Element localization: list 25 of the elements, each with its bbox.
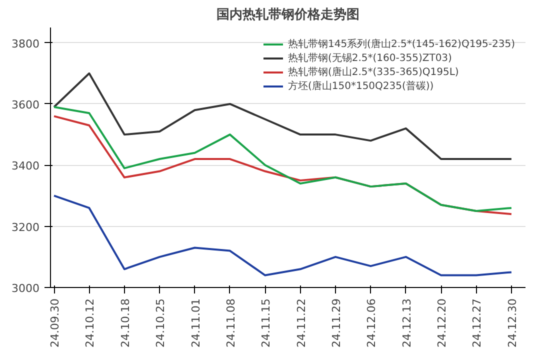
x-tick-label: 24.12.30: [506, 298, 519, 348]
x-tick-label: 24.12.13: [400, 298, 414, 348]
x-tick-label: 24.09.30: [48, 298, 62, 348]
y-tick-label: 3800: [12, 37, 40, 50]
line-series: [53, 194, 512, 276]
legend-label: 热轧带钢(无锡2.5*(160-355)ZT03): [288, 52, 452, 65]
legend-label: 方坯(唐山150*150Q235(普碳)): [288, 80, 434, 93]
x-tick-label: 24.11.22: [294, 298, 308, 348]
chart-title: 国内热轧带钢价格走势图: [216, 6, 360, 22]
x-tick-label: 24.11.29: [330, 298, 343, 348]
x-tick-label: 24.11.01: [189, 298, 202, 348]
x-tick-label: 24.11.15: [260, 298, 273, 348]
legend-label: 热轧带钢145系列(唐山2.5*(145-162)Q195-235): [288, 38, 515, 51]
y-tick-label: 3400: [12, 160, 40, 173]
y-tick-label: 3600: [12, 98, 40, 112]
x-tick-label: 24.10.25: [154, 298, 168, 348]
x-tick-label: 24.12.27: [470, 298, 484, 348]
x-tick-label: 24.10.12: [84, 298, 97, 348]
x-tick-label: 24.11.08: [224, 298, 238, 348]
x-tick-label: 24.12.06: [365, 298, 378, 348]
x-tick-label: 24.12.20: [436, 298, 449, 348]
legend-label: 热轧带钢(唐山2.5*(335-365)Q195L): [288, 66, 459, 79]
y-tick-label: 3000: [12, 282, 40, 295]
x-tick-label: 24.10.18: [118, 298, 132, 348]
y-tick-label: 3200: [12, 220, 40, 234]
